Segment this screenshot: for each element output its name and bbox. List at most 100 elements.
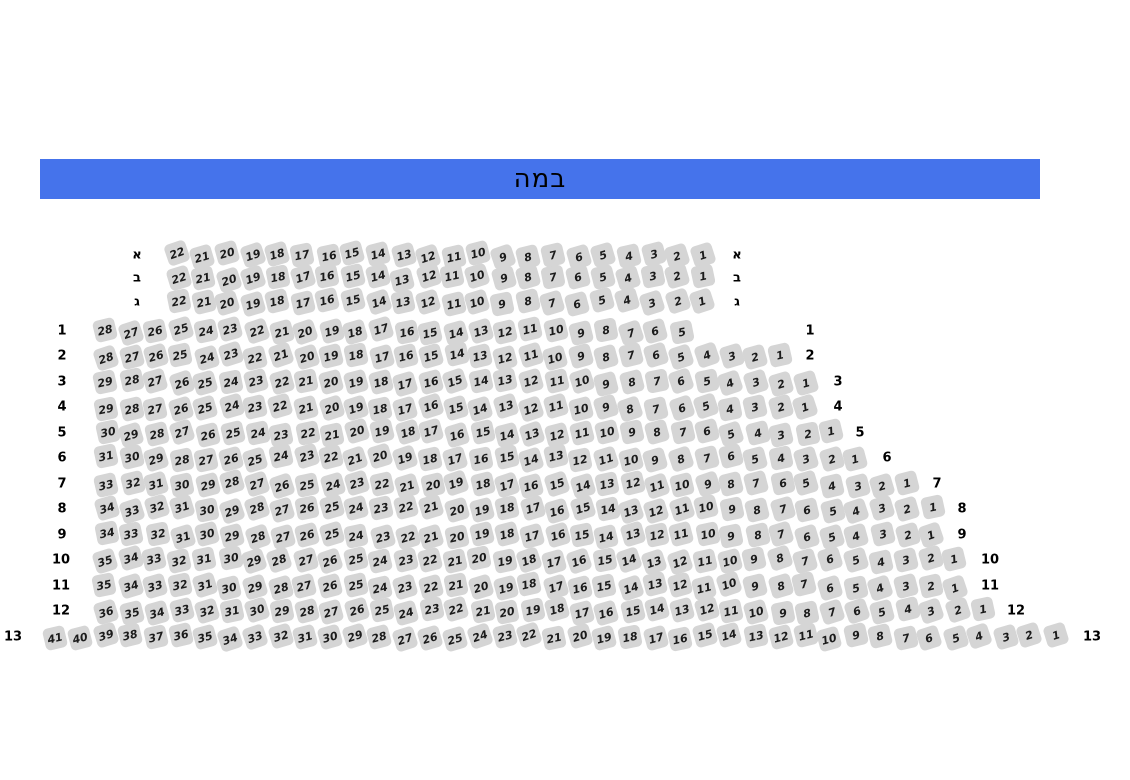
seat[interactable]: 1 <box>689 263 716 290</box>
seat[interactable]: 18 <box>263 287 291 314</box>
seat[interactable]: 14 <box>643 595 671 623</box>
seat[interactable]: 14 <box>715 621 743 649</box>
seat[interactable]: 3 <box>741 368 770 396</box>
seat[interactable]: 9 <box>718 522 745 549</box>
seat[interactable]: 33 <box>93 471 120 499</box>
seat[interactable]: 17 <box>568 599 596 627</box>
seat[interactable]: 12 <box>491 344 519 372</box>
seat[interactable]: 9 <box>641 446 670 474</box>
seat[interactable]: 28 <box>118 366 145 393</box>
seat[interactable]: 27 <box>317 598 345 626</box>
seat[interactable]: 18 <box>263 240 292 269</box>
seat[interactable]: 26 <box>293 495 320 522</box>
seat[interactable]: 22 <box>317 443 345 471</box>
seat[interactable]: 28 <box>118 395 145 423</box>
seat[interactable]: 21 <box>292 394 320 422</box>
seat[interactable]: 33 <box>168 596 196 624</box>
seat[interactable]: 13 <box>390 241 418 269</box>
seat[interactable]: 18 <box>367 368 395 396</box>
seat[interactable]: 28 <box>143 420 170 447</box>
seat[interactable]: 4 <box>716 368 745 397</box>
seat[interactable]: 2 <box>663 261 692 290</box>
seat[interactable]: 3 <box>792 445 821 473</box>
seat[interactable]: 24 <box>218 392 246 420</box>
seat[interactable]: 30 <box>242 596 271 624</box>
seat[interactable]: 11 <box>691 548 718 575</box>
seat[interactable]: 5 <box>589 240 618 269</box>
seat[interactable]: 26 <box>142 342 170 371</box>
seat[interactable]: 13 <box>617 497 646 526</box>
seat[interactable]: 36 <box>92 598 121 626</box>
seat[interactable]: 16 <box>393 342 420 370</box>
seat[interactable]: 16 <box>543 496 571 525</box>
seat[interactable]: 6 <box>667 366 696 395</box>
seat[interactable]: 7 <box>767 519 795 548</box>
seat[interactable]: 7 <box>892 624 919 652</box>
seat[interactable]: 20 <box>214 265 243 294</box>
seat[interactable]: 16 <box>468 446 494 473</box>
seat[interactable]: 16 <box>393 319 420 346</box>
seat[interactable]: 36 <box>167 621 194 648</box>
seat[interactable]: 9 <box>567 342 595 370</box>
seat[interactable]: 14 <box>615 545 644 574</box>
seat[interactable]: 19 <box>342 368 370 396</box>
seat[interactable]: 7 <box>642 395 670 423</box>
seat[interactable]: 24 <box>366 574 393 602</box>
seat[interactable]: 17 <box>417 417 446 445</box>
seat[interactable]: 14 <box>467 368 495 395</box>
seat[interactable]: 14 <box>592 523 620 551</box>
seat[interactable]: 27 <box>292 545 320 574</box>
seat[interactable]: 5 <box>693 368 720 395</box>
seat[interactable]: 22 <box>165 288 192 315</box>
seat[interactable]: 27 <box>290 572 318 600</box>
seat[interactable]: 15 <box>568 493 597 522</box>
seat[interactable]: 1 <box>792 369 821 397</box>
seat[interactable]: 33 <box>141 572 169 600</box>
seat[interactable]: 22 <box>267 368 296 396</box>
seat[interactable]: 5 <box>942 624 970 652</box>
seat[interactable]: 22 <box>394 523 422 551</box>
seat[interactable]: 22 <box>266 392 294 420</box>
seat[interactable]: 19 <box>342 393 371 422</box>
seat[interactable]: 12 <box>665 548 694 577</box>
seat[interactable]: 35 <box>91 572 118 599</box>
seat[interactable]: 14 <box>594 496 621 523</box>
seat[interactable]: 21 <box>541 625 568 652</box>
seat[interactable]: 27 <box>391 625 420 654</box>
seat[interactable]: 4 <box>613 285 641 314</box>
seat[interactable]: 19 <box>318 317 346 345</box>
seat[interactable]: 29 <box>93 395 120 422</box>
seat[interactable]: 31 <box>291 623 319 651</box>
seat[interactable]: 11 <box>591 445 620 474</box>
seat[interactable]: 22 <box>442 595 470 623</box>
seat[interactable]: 35 <box>91 547 119 576</box>
seat[interactable]: 10 <box>742 597 771 626</box>
seat[interactable]: 23 <box>418 595 445 623</box>
seat[interactable]: 8 <box>643 417 671 446</box>
seat[interactable]: 3 <box>869 520 897 547</box>
seat[interactable]: 13 <box>618 520 647 548</box>
seat[interactable]: 5 <box>842 574 869 601</box>
seat[interactable]: 2 <box>767 370 795 398</box>
seat[interactable]: 26 <box>267 472 296 500</box>
seat[interactable]: 3 <box>992 623 1020 651</box>
seat[interactable]: 3 <box>892 572 920 600</box>
seat[interactable]: 25 <box>219 419 246 446</box>
seat[interactable]: 1 <box>969 595 996 623</box>
seat[interactable]: 22 <box>416 547 444 574</box>
seat[interactable]: 19 <box>492 548 519 575</box>
seat[interactable]: 1 <box>917 520 946 549</box>
seat[interactable]: 13 <box>742 623 769 650</box>
seat[interactable]: 29 <box>218 522 246 550</box>
seat[interactable]: 11 <box>440 290 467 318</box>
seat[interactable]: 11 <box>667 495 696 524</box>
seat[interactable]: 18 <box>616 623 643 650</box>
seat[interactable]: 15 <box>441 366 470 395</box>
seat[interactable]: 1 <box>767 342 794 369</box>
seat[interactable]: 34 <box>116 572 145 600</box>
seat[interactable]: 27 <box>141 367 169 395</box>
seat[interactable]: 26 <box>315 546 344 575</box>
seat[interactable]: 14 <box>443 340 470 368</box>
seat[interactable]: 18 <box>393 418 422 446</box>
seat[interactable]: 18 <box>515 545 544 574</box>
